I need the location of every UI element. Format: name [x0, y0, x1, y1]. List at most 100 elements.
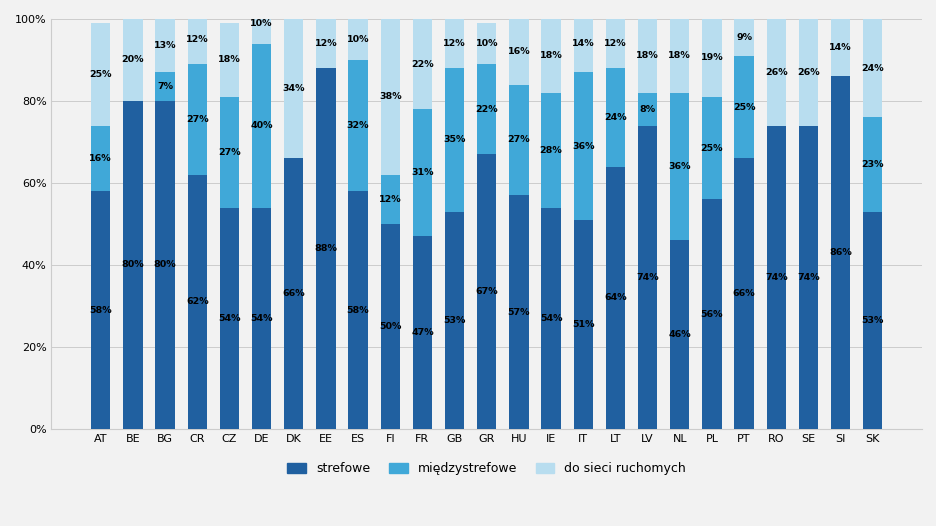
Bar: [669, 93, 689, 240]
Text: 62%: 62%: [185, 297, 209, 306]
Text: 36%: 36%: [667, 162, 690, 171]
Bar: [797, 126, 817, 429]
Text: 12%: 12%: [604, 39, 626, 48]
Bar: [766, 126, 785, 429]
Text: 22%: 22%: [411, 59, 433, 68]
Bar: [413, 109, 431, 236]
Bar: [187, 175, 207, 429]
Bar: [220, 97, 239, 208]
Bar: [701, 19, 721, 97]
Text: 12%: 12%: [314, 39, 337, 48]
Text: 26%: 26%: [764, 68, 787, 77]
Text: 66%: 66%: [282, 289, 305, 298]
Bar: [380, 175, 400, 224]
Text: 13%: 13%: [154, 41, 176, 50]
Text: 50%: 50%: [379, 322, 401, 331]
Bar: [669, 240, 689, 429]
Bar: [637, 19, 656, 93]
Bar: [155, 19, 174, 72]
Bar: [413, 19, 431, 109]
Text: 58%: 58%: [346, 306, 369, 315]
Legend: strefowe, międzystrefowe, do sieci ruchomych: strefowe, międzystrefowe, do sieci rucho…: [282, 457, 691, 480]
Bar: [476, 154, 496, 429]
Text: 18%: 18%: [636, 52, 658, 60]
Bar: [413, 236, 431, 429]
Bar: [509, 195, 528, 429]
Bar: [316, 68, 335, 429]
Bar: [284, 158, 303, 429]
Text: 47%: 47%: [411, 328, 433, 337]
Bar: [380, 19, 400, 175]
Bar: [445, 68, 463, 211]
Text: 32%: 32%: [346, 121, 369, 130]
Text: 10%: 10%: [475, 39, 497, 48]
Text: 86%: 86%: [828, 248, 851, 257]
Text: 23%: 23%: [860, 160, 883, 169]
Text: 34%: 34%: [282, 84, 304, 93]
Bar: [766, 19, 785, 126]
Bar: [476, 23, 496, 64]
Text: 58%: 58%: [89, 306, 112, 315]
Bar: [124, 101, 142, 429]
Text: 54%: 54%: [539, 314, 562, 323]
Text: 66%: 66%: [732, 289, 754, 298]
Text: 56%: 56%: [700, 310, 723, 319]
Text: 8%: 8%: [639, 105, 655, 114]
Bar: [606, 167, 624, 429]
Bar: [734, 158, 753, 429]
Bar: [573, 220, 592, 429]
Bar: [797, 19, 817, 126]
Bar: [637, 93, 656, 126]
Bar: [91, 126, 110, 191]
Text: 16%: 16%: [89, 154, 112, 163]
Text: 25%: 25%: [732, 103, 754, 112]
Bar: [380, 224, 400, 429]
Bar: [220, 23, 239, 97]
Text: 38%: 38%: [378, 93, 402, 102]
Bar: [830, 76, 849, 429]
Bar: [187, 15, 207, 64]
Bar: [862, 19, 882, 117]
Text: 88%: 88%: [314, 244, 337, 253]
Bar: [734, 56, 753, 158]
Bar: [606, 68, 624, 167]
Bar: [252, 208, 271, 429]
Bar: [252, 3, 271, 44]
Bar: [606, 19, 624, 68]
Text: 9%: 9%: [736, 33, 752, 42]
Text: 28%: 28%: [539, 146, 562, 155]
Text: 51%: 51%: [571, 320, 593, 329]
Text: 25%: 25%: [89, 70, 111, 79]
Text: 10%: 10%: [250, 18, 272, 27]
Bar: [91, 191, 110, 429]
Bar: [348, 191, 367, 429]
Bar: [348, 19, 367, 60]
Text: 24%: 24%: [604, 113, 626, 122]
Text: 74%: 74%: [764, 273, 787, 282]
Bar: [669, 19, 689, 93]
Bar: [445, 19, 463, 68]
Text: 31%: 31%: [411, 168, 433, 177]
Bar: [830, 19, 849, 76]
Bar: [187, 64, 207, 175]
Bar: [252, 44, 271, 208]
Bar: [734, 19, 753, 56]
Text: 80%: 80%: [122, 260, 144, 269]
Text: 35%: 35%: [443, 136, 465, 145]
Bar: [573, 72, 592, 220]
Text: 67%: 67%: [475, 287, 498, 296]
Text: 80%: 80%: [154, 260, 176, 269]
Bar: [509, 19, 528, 85]
Text: 27%: 27%: [218, 148, 241, 157]
Bar: [476, 64, 496, 154]
Text: 20%: 20%: [122, 56, 144, 65]
Text: 12%: 12%: [443, 39, 465, 48]
Text: 54%: 54%: [250, 314, 272, 323]
Bar: [155, 72, 174, 101]
Text: 14%: 14%: [828, 43, 851, 52]
Text: 36%: 36%: [571, 141, 593, 150]
Text: 53%: 53%: [861, 316, 883, 325]
Bar: [541, 19, 560, 93]
Text: 16%: 16%: [507, 47, 530, 56]
Bar: [124, 19, 142, 101]
